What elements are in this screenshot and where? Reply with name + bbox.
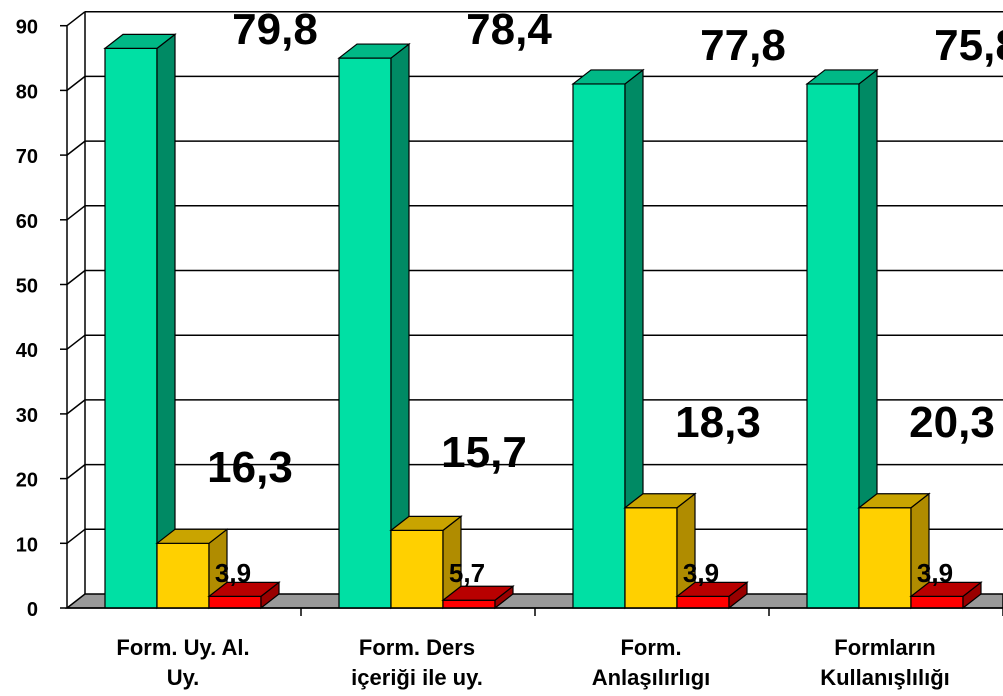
y-tick-label: 40	[16, 340, 38, 362]
bar	[441, 585, 515, 610]
bar	[805, 68, 879, 610]
bar	[909, 581, 983, 610]
bar-front	[858, 507, 912, 609]
bar-top	[909, 581, 983, 597]
bar	[571, 68, 645, 610]
data-label: 20,3	[909, 398, 995, 447]
bar-front	[572, 83, 626, 609]
bar-top	[155, 528, 229, 544]
y-tick-label: 70	[16, 146, 38, 168]
gridline-side	[66, 11, 86, 27]
x-tick-label: Kullanışlılığı	[820, 665, 950, 690]
data-labels: 79,8 16,3 3,9 78,4 15,7 5,7 77,8 18,3 3,9 75,8 20,…	[207, 5, 1003, 588]
bar	[389, 515, 463, 610]
bar	[103, 33, 177, 610]
bar-front	[208, 595, 262, 609]
gridline-side	[66, 140, 86, 156]
bar	[623, 492, 697, 610]
y-tick-label: 90	[16, 17, 38, 39]
data-label: 3,9	[917, 558, 953, 588]
bar-front	[910, 595, 964, 609]
bar	[337, 42, 411, 610]
bar-top	[805, 69, 879, 85]
gridline-side	[66, 399, 86, 415]
data-label: 75,8	[934, 21, 1003, 70]
bar-front	[442, 599, 496, 609]
bar-top	[441, 585, 515, 601]
x-tick-label: Form. Uy. Al.	[116, 635, 249, 660]
bar	[675, 581, 749, 610]
gridline-side	[66, 464, 86, 480]
gridline-side	[66, 528, 86, 544]
bar-top	[207, 581, 281, 597]
gridline-side	[66, 205, 86, 221]
x-tick-label: Form.	[620, 635, 681, 660]
x-tick-label: Uy.	[167, 665, 200, 690]
data-label: 16,3	[207, 443, 293, 492]
data-label: 3,9	[683, 558, 719, 588]
data-label: 3,9	[215, 558, 251, 588]
bar-top	[389, 515, 463, 531]
bar-front	[624, 507, 678, 609]
bar-top	[623, 493, 697, 509]
bar-front	[806, 83, 860, 609]
gridline-side	[66, 269, 86, 286]
bar-top	[103, 33, 177, 49]
bar-front	[676, 595, 730, 609]
bar-front	[156, 542, 210, 609]
bar-front	[338, 57, 392, 609]
bar	[207, 581, 281, 610]
bar-side	[156, 33, 176, 610]
axes: 0 10 20 30 40 50 60 70 80 90 Form. Uy. Al. Uy. Form.…	[16, 17, 1003, 690]
bar-top	[857, 493, 931, 509]
bar-top	[337, 43, 411, 59]
x-tick-label: Anlaşılırlıgı	[592, 665, 711, 690]
y-tick-label: 80	[16, 81, 38, 103]
bar	[155, 528, 229, 610]
bar-front	[390, 529, 444, 609]
bar-top	[571, 69, 645, 85]
y-tick-label: 0	[27, 599, 38, 621]
data-label: 5,7	[449, 558, 485, 588]
data-label: 18,3	[675, 398, 761, 447]
data-label: 15,7	[441, 428, 527, 477]
data-label: 78,4	[466, 5, 552, 54]
data-label: 79,8	[232, 5, 318, 54]
y-tick-label: 60	[16, 211, 38, 233]
y-tick-label: 30	[16, 405, 38, 427]
gridline-side	[66, 334, 86, 350]
data-label: 77,8	[700, 21, 786, 70]
y-tick-label: 20	[16, 470, 38, 492]
x-tick-label: içeriği ile uy.	[351, 665, 483, 690]
bars	[103, 33, 983, 610]
y-tick-label: 10	[16, 534, 38, 556]
y-tick-label: 50	[16, 276, 38, 298]
bar-front	[104, 47, 158, 609]
bar-top	[675, 581, 749, 597]
x-tick-label: Formların	[834, 635, 935, 660]
x-tick-label: Form. Ders	[359, 635, 475, 660]
gridline-side	[66, 75, 86, 91]
